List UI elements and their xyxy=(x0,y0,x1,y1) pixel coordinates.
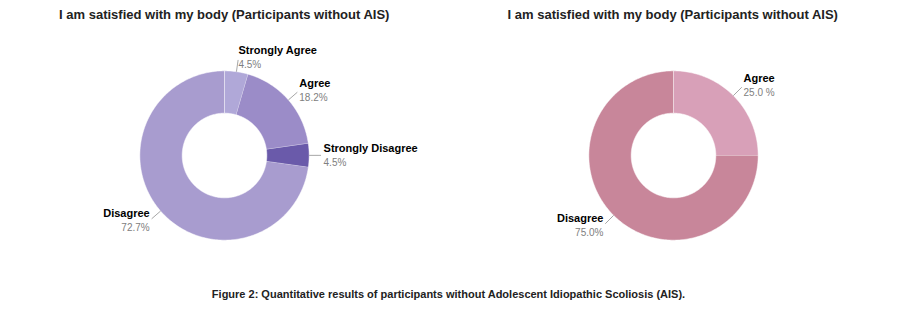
svg-text:Strongly Disagree: Strongly Disagree xyxy=(324,142,418,154)
html-text:I am satisfied with my body (P: I am satisfied with my body (Participant… xyxy=(59,7,390,22)
svg-text:Strongly Agree: Strongly Agree xyxy=(239,44,317,56)
svg-text:4.5%: 4.5% xyxy=(324,157,347,168)
svg-text:Agree: Agree xyxy=(300,77,331,89)
svg-text:4.5%: 4.5% xyxy=(239,59,262,70)
svg-text:18.2%: 18.2% xyxy=(300,92,328,103)
svg-text:Agree: Agree xyxy=(743,72,774,84)
svg-text:25.0 %: 25.0 % xyxy=(743,87,774,98)
svg-text:72.7%: 72.7% xyxy=(122,222,150,233)
html-text:Figure 2: Quantitative results: Figure 2: Quantitative results of partic… xyxy=(211,288,686,300)
svg-text:75.0%: 75.0% xyxy=(575,227,603,238)
svg-text:Disagree: Disagree xyxy=(557,212,603,224)
html-text:I am satisfied with my body (P: I am satisfied with my body (Participant… xyxy=(507,7,838,22)
svg-text:Disagree: Disagree xyxy=(103,207,149,219)
